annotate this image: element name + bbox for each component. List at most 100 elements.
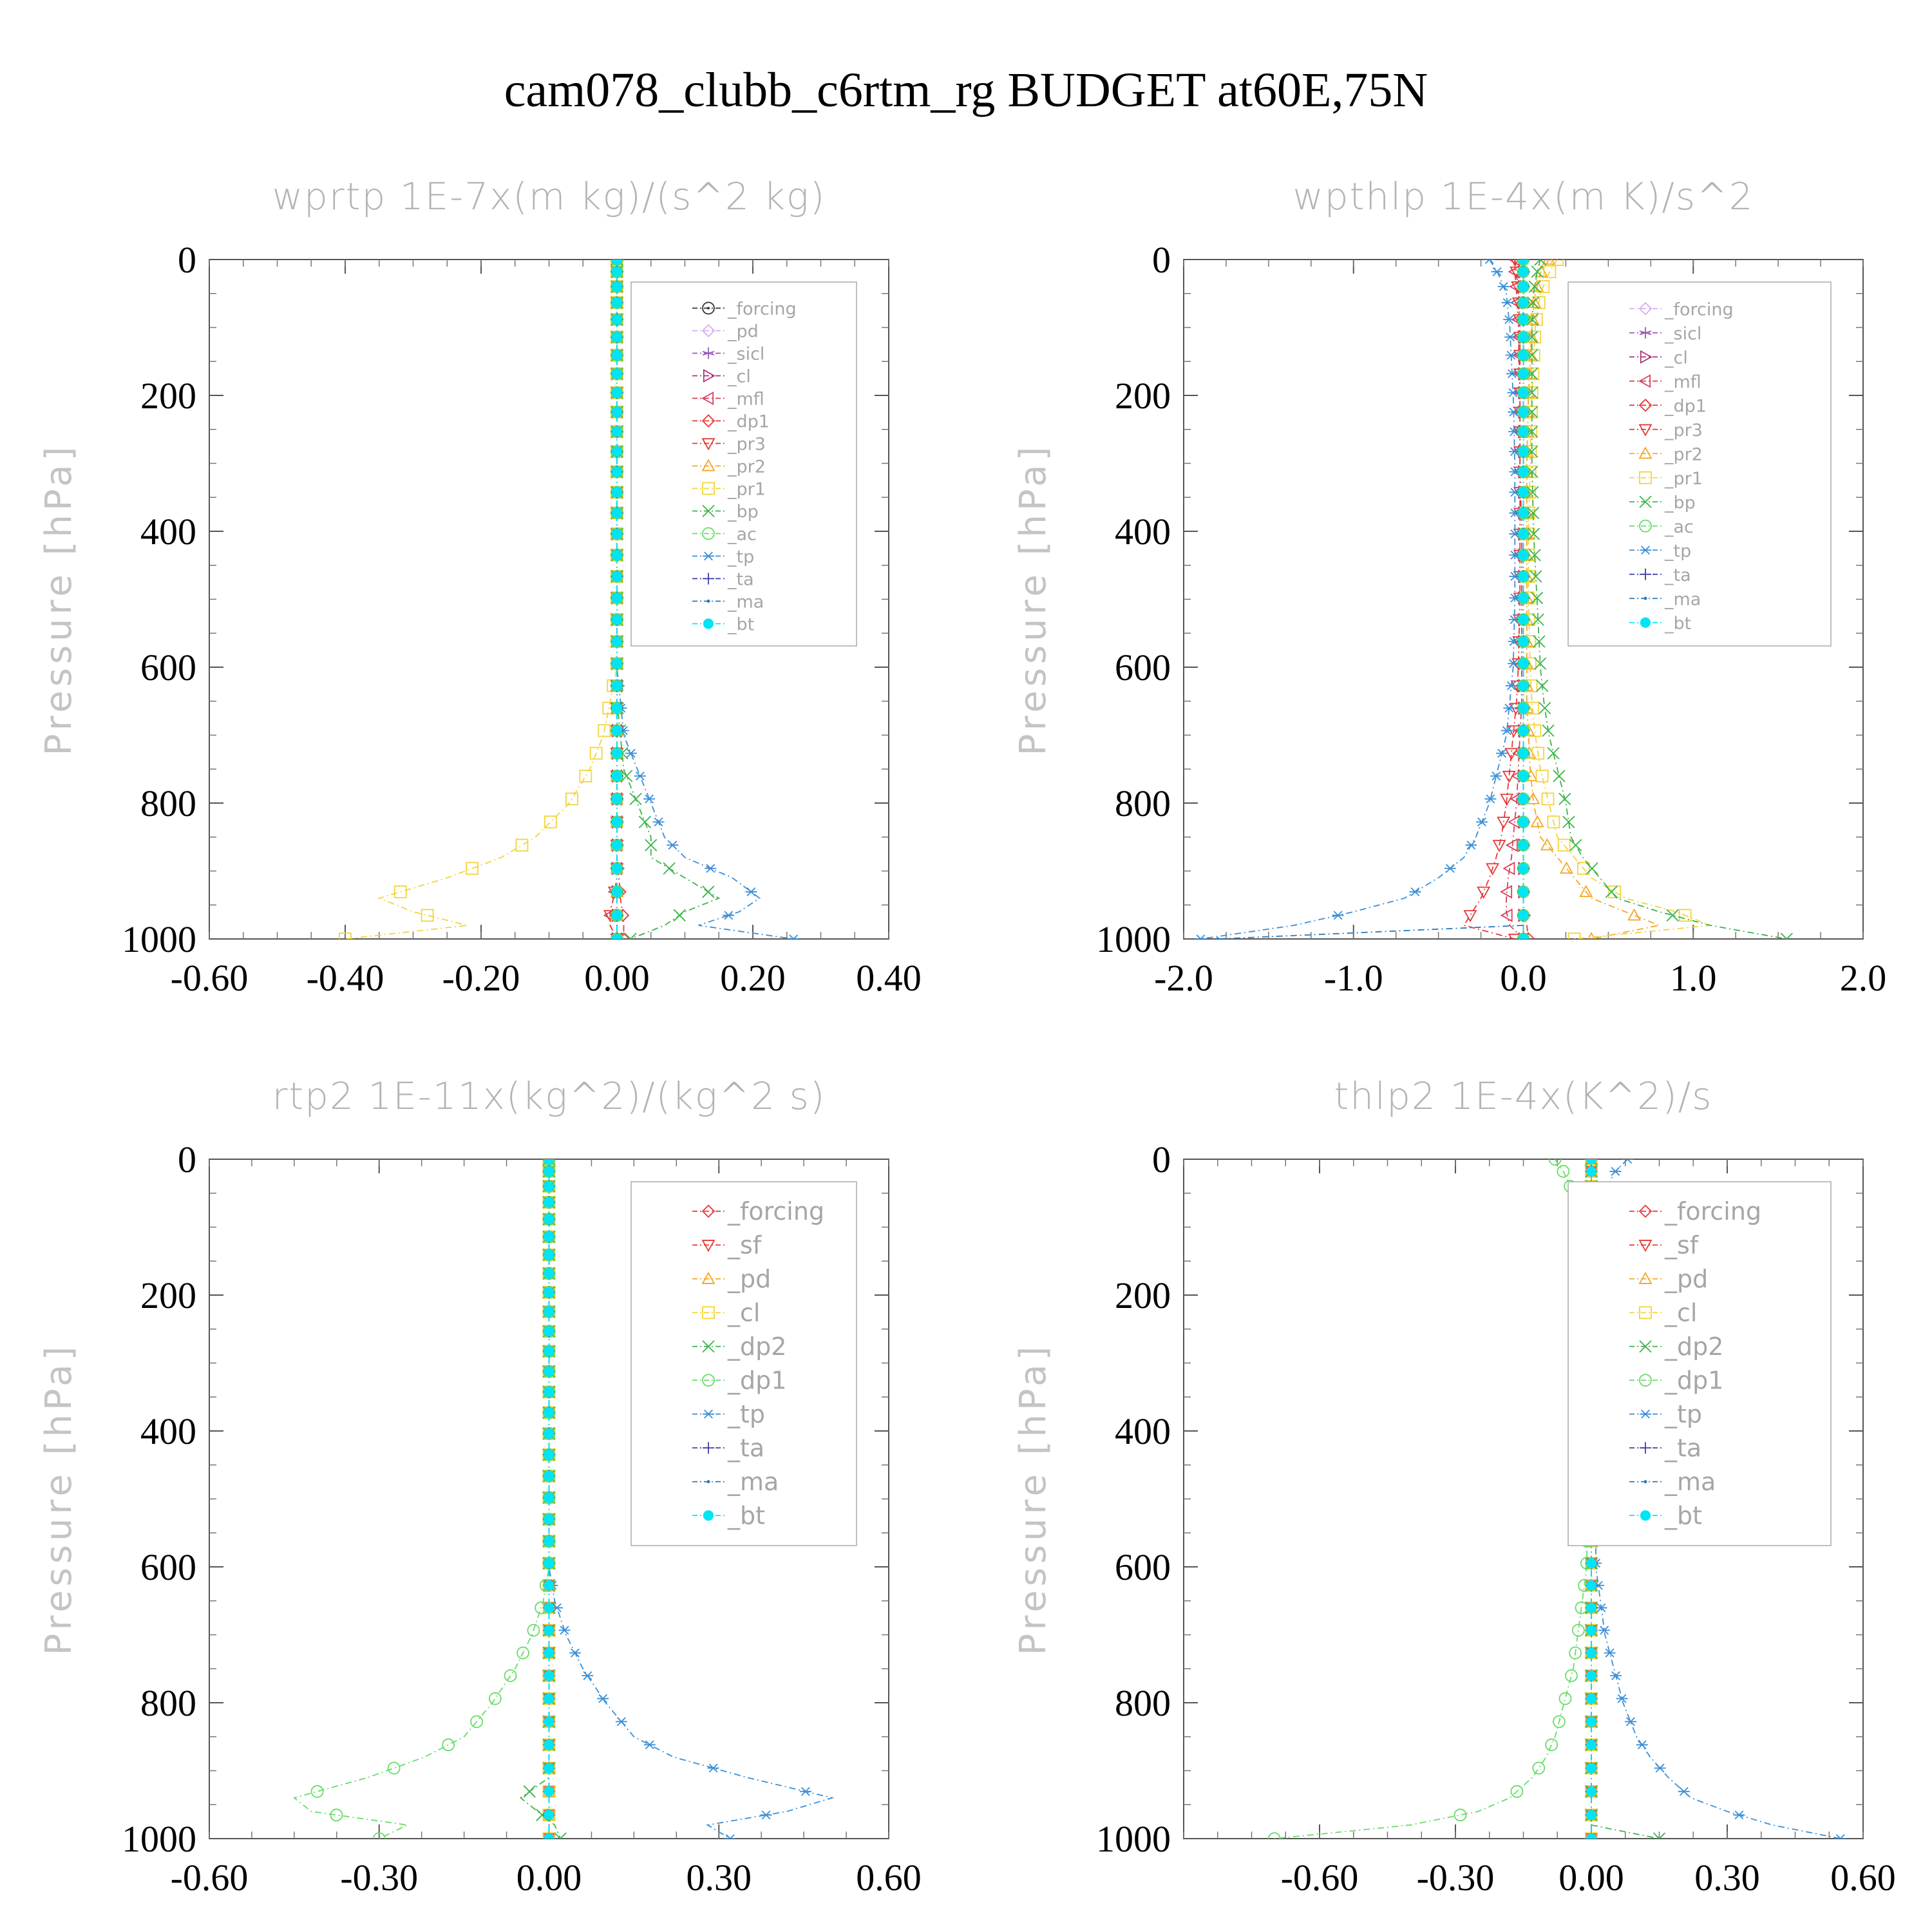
- series-marker-bp: [1542, 724, 1555, 737]
- legend-swatch-marker: [701, 459, 715, 471]
- y-tick-label: 1000: [122, 1818, 196, 1860]
- y-tick-label: 1000: [1096, 1818, 1171, 1860]
- series-marker-bt: [611, 297, 623, 308]
- legend-swatch-marker: [701, 1204, 715, 1218]
- series-marker-bp: [1666, 909, 1679, 922]
- legend-swatch-marker: [702, 301, 715, 315]
- series-marker-bp: [1528, 280, 1541, 293]
- y-tick-label: 1000: [122, 918, 196, 960]
- series-marker-bp: [1531, 613, 1544, 626]
- series-marker-dp1: [488, 1692, 502, 1705]
- series-marker-ma: [1216, 937, 1220, 939]
- series-marker-pr1: [1678, 909, 1692, 922]
- series-marker-bt: [1518, 466, 1529, 477]
- series-line-tp: [1200, 260, 1516, 939]
- series-marker-pr1: [589, 746, 603, 760]
- legend-swatch-marker: [1640, 1442, 1651, 1454]
- legend-swatch-marker: [1640, 617, 1651, 628]
- series-marker-dp2: [523, 1785, 536, 1798]
- legend-swatch-marker: [1640, 1510, 1651, 1521]
- series-marker-pr1: [598, 724, 611, 737]
- panel-4: thlp2 1E-4x(K^2)/s Pressure [hPa] 0 200 400 6…: [1012, 1074, 1896, 1899]
- series-marker-dp1: [1454, 1808, 1467, 1822]
- series-marker-dp1: [1557, 1165, 1570, 1178]
- legend-swatch-marker: [703, 1510, 714, 1521]
- series-marker-bt: [544, 1249, 554, 1260]
- series-line-dp1: [1274, 1159, 1587, 1839]
- series-marker-bt: [544, 1739, 554, 1750]
- legend-swatch-marker: [701, 1240, 715, 1253]
- series-marker-bt: [544, 1387, 554, 1397]
- series-marker-bt: [1518, 840, 1529, 851]
- series-marker-bt: [1518, 332, 1529, 343]
- series-marker-bt: [611, 466, 623, 477]
- series-marker-bt: [1518, 260, 1529, 265]
- legend-label: _ma: [1664, 589, 1701, 609]
- panel-title: wpthlp 1E-4x(m K)/s^2: [1293, 175, 1754, 218]
- series-marker-bt: [611, 350, 623, 361]
- series-marker-bp: [1531, 265, 1544, 278]
- legend-label: _sicl: [727, 345, 764, 365]
- series-marker-bt: [544, 1407, 554, 1418]
- legend-label: _pr2: [1664, 444, 1703, 464]
- series-marker-tp: [1507, 659, 1519, 668]
- y-tick-label: 400: [140, 1410, 196, 1452]
- series-marker-tp: [625, 748, 637, 758]
- legend-label: _dp1: [1664, 396, 1707, 416]
- series-marker-bp: [1553, 770, 1566, 782]
- legend-label: _ta: [727, 570, 754, 590]
- legend-swatch-marker: [1639, 519, 1652, 533]
- legend-label: _pr3: [1664, 421, 1703, 440]
- x-tick-label: 0.00: [1558, 1857, 1624, 1899]
- series-marker-bt: [1518, 487, 1529, 498]
- series-marker-pr2: [1559, 861, 1574, 874]
- series-marker-tp: [1654, 1763, 1666, 1773]
- x-tick-label: 0.60: [1830, 1857, 1896, 1899]
- series-marker-tp: [1507, 388, 1519, 397]
- series-marker-bp: [1526, 506, 1540, 520]
- legend-swatch-marker: [1640, 1409, 1651, 1419]
- series-marker-bt: [1518, 446, 1529, 457]
- series-marker-tp: [1332, 911, 1344, 920]
- series-marker-bt: [1518, 863, 1529, 874]
- series-marker-pr2: [1530, 815, 1544, 828]
- series-marker-bp: [1534, 260, 1547, 266]
- series-marker-pr1: [339, 933, 352, 939]
- y-tick-label: 0: [178, 1139, 196, 1180]
- series-marker-bt: [1586, 1716, 1597, 1727]
- legend-swatch-marker: [1638, 301, 1653, 316]
- series-marker-bt: [544, 1763, 554, 1774]
- y-tick-label: 600: [1115, 647, 1171, 688]
- legend-swatch-marker: [702, 347, 715, 359]
- series-marker-bt: [544, 1810, 554, 1821]
- series-marker-mfl: [1502, 861, 1515, 876]
- series-marker-pr3: [1497, 817, 1511, 829]
- legend-label: _bt: [1664, 1501, 1702, 1530]
- legend-label: _dp1: [1664, 1366, 1723, 1394]
- series-marker-bt: [544, 1558, 554, 1569]
- series-marker-bt: [1586, 1670, 1597, 1681]
- series-marker-bt: [544, 1306, 554, 1317]
- series-marker-bt: [544, 1670, 554, 1681]
- series-line-dp1: [292, 1159, 550, 1839]
- series-marker-bt: [1518, 770, 1529, 782]
- legend-label: _dp2: [727, 1332, 786, 1361]
- series-marker-bp: [1780, 933, 1793, 939]
- series-marker-bt: [611, 592, 623, 603]
- series-marker-tp: [1616, 1694, 1628, 1703]
- series-marker-bt: [611, 725, 623, 736]
- series-marker-pr1: [1608, 885, 1622, 898]
- series-marker-bt: [611, 487, 623, 498]
- series-marker-bt: [1518, 680, 1529, 691]
- series-marker-dp1: [1545, 1738, 1558, 1752]
- legend-label: _ma: [727, 592, 764, 612]
- series-marker-bt: [611, 332, 623, 343]
- legend-label: _sf: [727, 1231, 762, 1259]
- series-line-pr2: [1526, 260, 1662, 939]
- series-marker-bt: [611, 387, 623, 398]
- legend-swatch-marker: [701, 414, 715, 428]
- series-marker-dp1: [527, 1624, 540, 1637]
- series-marker-pr2: [1587, 932, 1596, 939]
- series-line-pr1: [1528, 260, 1710, 939]
- series-marker-bt: [611, 571, 623, 582]
